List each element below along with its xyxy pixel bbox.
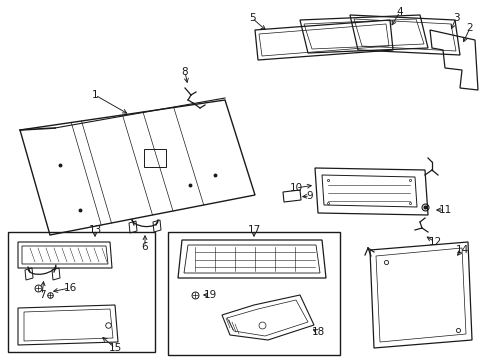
Text: 17: 17 bbox=[247, 225, 260, 235]
Text: 6: 6 bbox=[142, 242, 148, 252]
Text: 8: 8 bbox=[182, 67, 188, 77]
Text: 4: 4 bbox=[396, 7, 403, 17]
Text: 14: 14 bbox=[454, 245, 468, 255]
Text: 15: 15 bbox=[108, 343, 122, 353]
Text: 16: 16 bbox=[63, 283, 77, 293]
Text: 13: 13 bbox=[88, 225, 102, 235]
Text: 19: 19 bbox=[203, 290, 216, 300]
Text: 18: 18 bbox=[311, 327, 324, 337]
Text: 10: 10 bbox=[289, 183, 302, 193]
Text: 7: 7 bbox=[39, 290, 45, 300]
Text: 2: 2 bbox=[466, 23, 472, 33]
Text: 3: 3 bbox=[452, 13, 458, 23]
Text: 9: 9 bbox=[306, 191, 313, 201]
Text: 5: 5 bbox=[248, 13, 255, 23]
Text: 11: 11 bbox=[437, 205, 451, 215]
Text: 1: 1 bbox=[92, 90, 98, 100]
Text: 12: 12 bbox=[427, 237, 441, 247]
